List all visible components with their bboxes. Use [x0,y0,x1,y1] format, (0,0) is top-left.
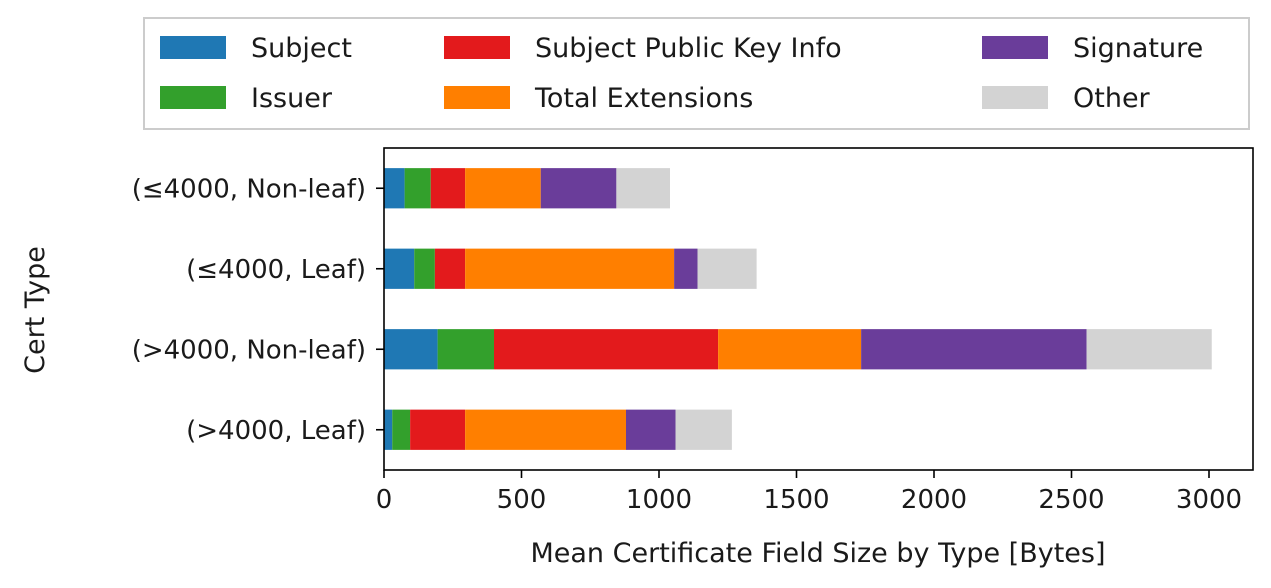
y-tick-label: (>4000, Leaf) [186,416,366,446]
legend-label-other: Other [1073,83,1151,114]
bar-total-extensions-3 [718,329,862,370]
x-axis: 0 500 1000 1500 2000 2500 3000 [376,470,1242,515]
bar-signature-4 [626,409,676,450]
bar-subject-4 [384,409,393,450]
y-axis-label: Cert Type [20,246,51,374]
legend-label-subject: Subject [251,33,352,64]
bar-subject-2 [384,248,415,289]
legend-label-signature: Signature [1073,33,1203,64]
legend-swatch-signature [982,36,1048,59]
legend-swatch-total-extensions [444,86,510,109]
bar-signature-3 [861,329,1087,370]
bar-subject-public-key-info-1 [430,168,466,209]
bar-other-1 [616,168,670,209]
x-axis-label: Mean Certificate Field Size by Type [Byt… [530,538,1105,569]
legend: Subject Issuer Subject Public Key Info Tota… [143,17,1250,130]
legend-label-issuer: Issuer [251,83,333,114]
legend-label-total-extensions: Total Extensions [534,83,753,114]
bar-other-2 [697,248,757,289]
x-tick-label: 1000 [626,485,692,515]
bars [384,168,1212,450]
bar-total-extensions-4 [465,409,626,450]
bar-issuer-3 [437,329,494,370]
legend-swatch-subject [160,36,226,59]
bar-total-extensions-2 [465,248,675,289]
bar-signature-1 [540,168,617,209]
y-axis: (≤4000, Non-leaf) (≤4000, Leaf) (>4000, No… [132,174,384,446]
legend-swatch-issuer [160,86,226,109]
x-tick-label: 2500 [1038,485,1104,515]
bar-issuer-2 [414,248,435,289]
x-tick-label: 3000 [1176,485,1242,515]
legend-label-subject-public-key-info: Subject Public Key Info [535,33,842,64]
x-tick-label: 500 [497,485,547,515]
bar-subject-public-key-info-2 [434,248,466,289]
x-tick-label: 2000 [901,485,967,515]
bar-subject-public-key-info-4 [410,409,466,450]
y-tick-label: (≤4000, Non-leaf) [132,174,366,204]
bar-subject-public-key-info-3 [494,329,719,370]
x-tick-label: 0 [376,485,393,515]
y-tick-label: (≤4000, Leaf) [186,255,366,285]
bar-other-4 [675,409,732,450]
legend-frame [143,17,1250,130]
legend-swatch-other [982,86,1048,109]
plot-frame [383,147,1254,471]
x-tick-label: 1500 [763,485,829,515]
bar-issuer-1 [404,168,431,209]
bar-issuer-4 [392,409,411,450]
bar-subject-3 [384,329,438,370]
bar-signature-2 [674,248,698,289]
bar-total-extensions-1 [465,168,541,209]
legend-swatch-subject-public-key-info [444,36,510,59]
bar-other-3 [1086,329,1212,370]
bar-subject-1 [384,168,405,209]
y-tick-label: (>4000, Non-leaf) [132,335,366,365]
